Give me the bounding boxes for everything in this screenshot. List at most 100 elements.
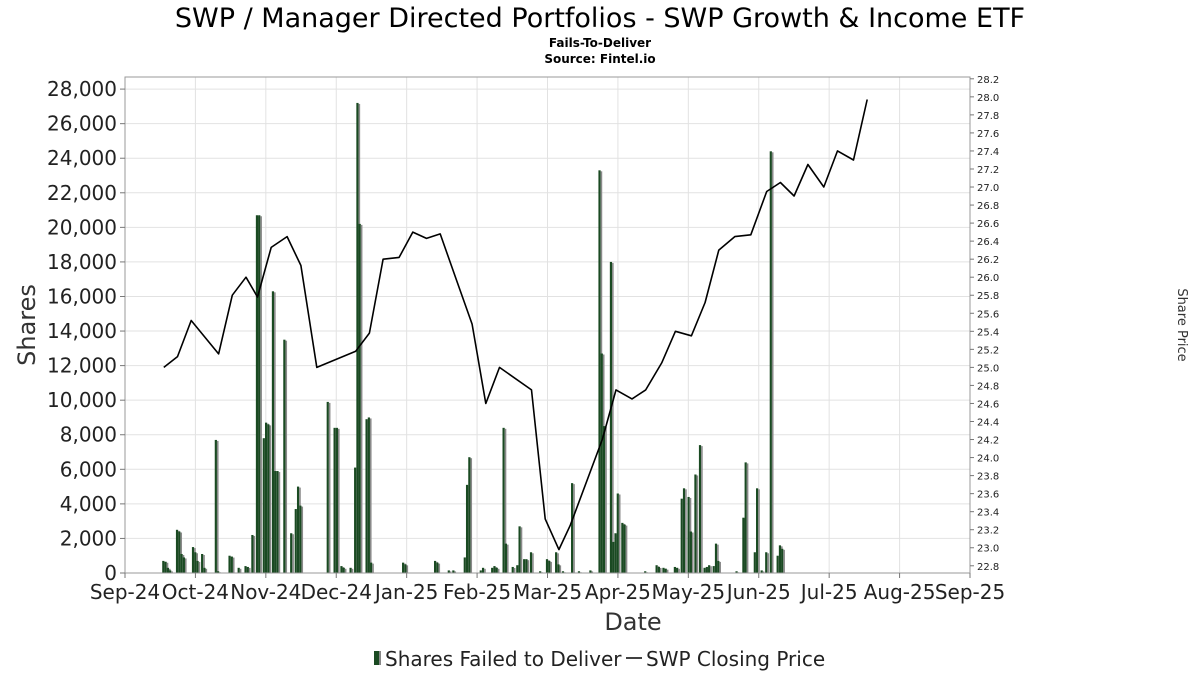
y2-tick-label: 22.8 bbox=[977, 562, 999, 573]
ftd-bar bbox=[714, 543, 718, 573]
ftd-bar bbox=[349, 567, 352, 573]
ftd-bar bbox=[689, 531, 692, 573]
y2-tick-label: 25.6 bbox=[977, 309, 999, 320]
ftd-bar bbox=[491, 567, 494, 573]
ftd-bar bbox=[561, 571, 565, 573]
ftd-bar bbox=[276, 471, 279, 573]
y-tick-label: 10,000 bbox=[47, 388, 117, 412]
ftd-bar bbox=[493, 566, 496, 573]
ftd-bar bbox=[244, 566, 247, 573]
ftd-bar bbox=[555, 552, 558, 573]
y-axis-ticks: 0 2,000 4,000 6,000 8,000 10,000 12,000 14,000 1… bbox=[47, 77, 125, 585]
ftd-bar bbox=[673, 566, 676, 573]
y2-tick-label: 26.6 bbox=[977, 219, 999, 230]
y2-tick-label: 24.0 bbox=[977, 454, 999, 465]
ftd-bar-shade bbox=[746, 463, 749, 573]
ftd-bar bbox=[465, 484, 469, 573]
ftd-bar bbox=[367, 417, 370, 573]
ftd-bar bbox=[655, 565, 658, 573]
y-tick-label: 8,000 bbox=[60, 423, 117, 447]
ftd-bar-shade bbox=[454, 571, 457, 573]
ftd-bar-shade bbox=[666, 569, 669, 573]
ftd-bar bbox=[769, 151, 772, 573]
ftd-bar bbox=[735, 571, 738, 573]
ftd-bar bbox=[598, 170, 601, 573]
ftd-bar-shade bbox=[180, 532, 183, 573]
ftd-bar bbox=[463, 557, 466, 573]
ftd-bar-shade bbox=[203, 554, 205, 573]
ftd-bar-shade bbox=[783, 549, 785, 573]
legend-bar-swatch-shade bbox=[379, 651, 381, 665]
y-tick-label: 24,000 bbox=[47, 146, 117, 170]
ftd-bar-shade bbox=[719, 561, 721, 573]
ftd-bar bbox=[162, 560, 165, 573]
ftd-bar-shade bbox=[484, 568, 486, 573]
y2-axis-label: Share Price bbox=[1174, 288, 1189, 361]
ftd-bar bbox=[404, 564, 407, 573]
y2-tick-label: 26.4 bbox=[977, 237, 999, 248]
ftd-bar-shade bbox=[710, 566, 712, 573]
ftd-bar bbox=[164, 561, 167, 573]
y2-tick-label: 25.8 bbox=[977, 291, 999, 302]
y-tick-label: 18,000 bbox=[47, 250, 117, 274]
y2-tick-label: 23.0 bbox=[977, 544, 999, 555]
ftd-bar bbox=[433, 560, 437, 573]
x-tick-label: Oct-24 bbox=[162, 580, 229, 604]
fails-to-deliver-bars bbox=[162, 102, 785, 574]
ftd-bar bbox=[481, 567, 485, 573]
chart-source: Source: Fintel.io bbox=[544, 52, 655, 66]
ftd-bar-shade bbox=[758, 489, 760, 573]
y2-tick-label: 23.6 bbox=[977, 490, 999, 501]
y2-tick-label: 25.0 bbox=[977, 363, 999, 374]
ftd-bar bbox=[264, 422, 268, 573]
ftd-bar-shade bbox=[717, 544, 719, 573]
ftd-bar-shade bbox=[506, 544, 509, 573]
x-tick-label: Nov-24 bbox=[230, 580, 301, 604]
y2-tick-label: 24.4 bbox=[977, 417, 999, 428]
ftd-bar bbox=[687, 496, 690, 573]
ftd-bar bbox=[548, 560, 551, 573]
ftd-bar bbox=[358, 223, 361, 573]
ftd-bar bbox=[335, 427, 338, 573]
ftd-bar bbox=[203, 567, 206, 573]
ftd-bar-shade bbox=[513, 567, 516, 573]
ftd-bar-shade bbox=[232, 557, 235, 573]
ftd-bar-shade bbox=[372, 563, 374, 573]
legend-bar-swatch bbox=[374, 651, 379, 665]
ftd-bar bbox=[230, 556, 233, 573]
ftd-bar bbox=[194, 552, 197, 573]
ftd-bar-shade bbox=[449, 571, 452, 573]
ftd-bar bbox=[370, 562, 373, 573]
ftd-bar bbox=[518, 526, 521, 573]
ftd-bar bbox=[529, 552, 533, 573]
ftd-bar bbox=[662, 567, 665, 573]
ftd-bar-shade bbox=[292, 534, 294, 573]
ftd-bar bbox=[682, 488, 686, 573]
ftd-bar bbox=[354, 467, 357, 573]
ftd-bar bbox=[776, 555, 779, 573]
ftd-bar bbox=[602, 426, 606, 573]
x-tick-label: Sep-25 bbox=[935, 580, 1005, 604]
ftd-bar-shade bbox=[198, 561, 201, 573]
ftd-bar bbox=[756, 488, 759, 573]
ftd-bar bbox=[614, 533, 617, 573]
ftd-bar-shade bbox=[248, 567, 251, 573]
ftd-bar bbox=[744, 462, 747, 573]
ftd-bar bbox=[290, 533, 293, 573]
ftd-bar bbox=[356, 102, 359, 574]
ftd-bar bbox=[402, 562, 405, 573]
ftd-bar bbox=[623, 524, 626, 573]
x-tick-label: Sep-24 bbox=[90, 580, 160, 604]
ftd-bar bbox=[299, 505, 302, 573]
ftd-bar bbox=[609, 261, 613, 573]
ftd-bar bbox=[742, 517, 745, 573]
ftd-bar bbox=[178, 531, 181, 573]
y2-tick-label: 27.4 bbox=[977, 147, 999, 158]
ftd-bar bbox=[447, 570, 450, 573]
ftd-bar bbox=[504, 543, 507, 573]
ftd-bar bbox=[246, 566, 249, 573]
y2-tick-label: 24.6 bbox=[977, 399, 999, 410]
ftd-bar-shade bbox=[497, 568, 500, 573]
ftd-bar bbox=[557, 564, 560, 573]
ftd-bar-shade bbox=[351, 568, 354, 573]
